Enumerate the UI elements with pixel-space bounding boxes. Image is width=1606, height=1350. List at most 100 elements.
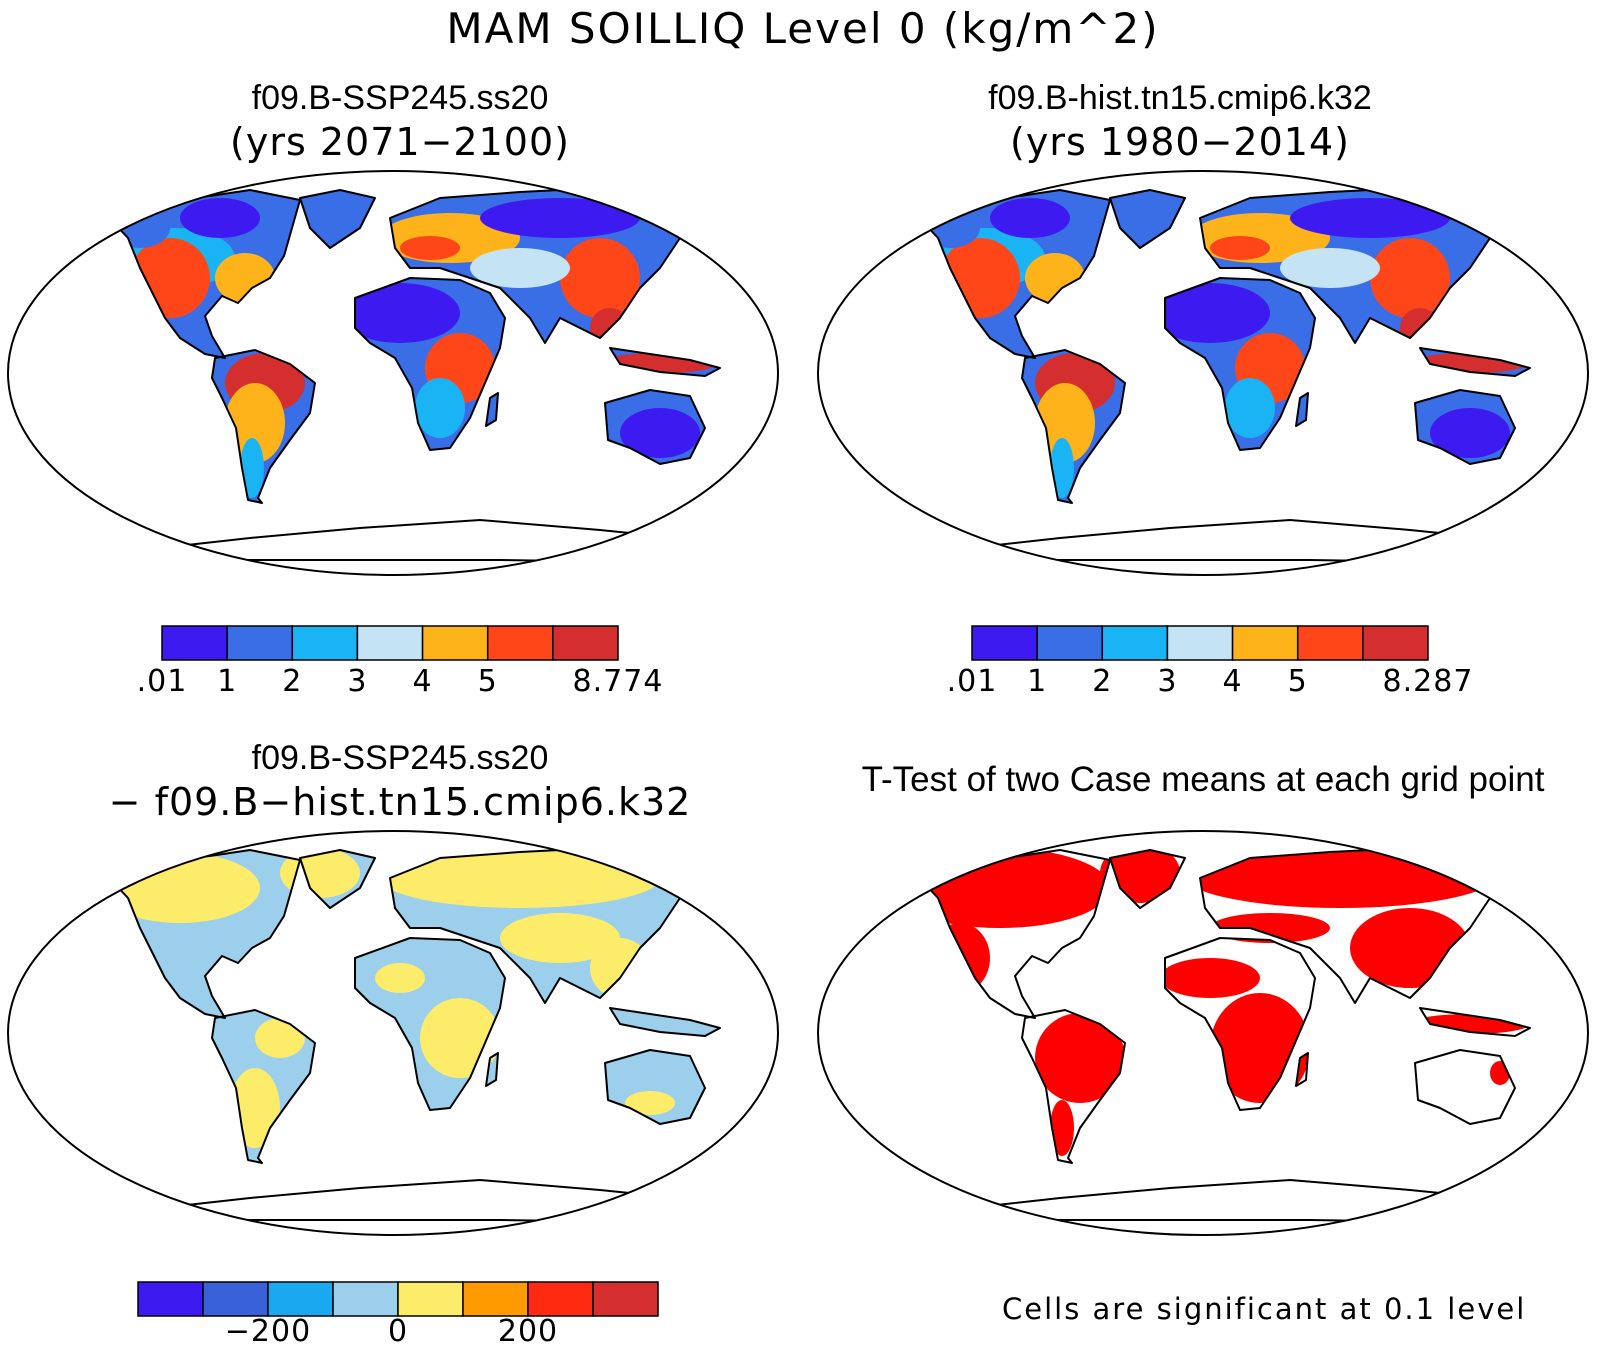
field-region — [240, 438, 264, 498]
colorbar-swatch — [971, 625, 1038, 661]
field-region — [1050, 1100, 1074, 1156]
field-region — [625, 1091, 675, 1115]
colorbar-swatch — [1036, 625, 1104, 661]
colorbar-swatch — [462, 1281, 529, 1317]
colorbar-top-left — [161, 625, 619, 661]
coastline-greenland — [299, 189, 376, 249]
field-region — [1160, 958, 1260, 998]
figure-title: MAM SOILLIQ Level 0 (kg/m^2) — [446, 4, 1160, 53]
colorbar-swatch — [1296, 625, 1364, 661]
colorbar-label: 3 — [347, 664, 368, 699]
colorbar-labels-tl: .01 1 2 3 4 5 8.774 — [137, 664, 663, 704]
field-region — [990, 198, 1070, 238]
colorbar-swatch — [421, 625, 489, 661]
field-region — [470, 248, 570, 288]
field-region — [1430, 408, 1510, 458]
colorbar-label: 1 — [217, 664, 238, 699]
field-region — [340, 283, 460, 343]
colorbar-swatch — [267, 1281, 334, 1317]
colorbar-labels-bl: −200 0 200 — [138, 1314, 658, 1350]
field-region — [1225, 378, 1275, 438]
land-greenland — [300, 190, 375, 248]
colorbar-label: 4 — [1222, 664, 1243, 699]
coastline-south-america — [1021, 349, 1126, 504]
coastline-greenland — [1109, 849, 1186, 909]
field-region — [375, 963, 425, 993]
land-greenland — [1110, 190, 1185, 248]
colorbar-swatch — [137, 1281, 204, 1317]
map-border — [7, 170, 779, 576]
map-border — [7, 830, 779, 1236]
map-border — [817, 830, 1589, 1236]
colorbar-swatch — [291, 625, 359, 661]
coastline-madagascar — [1295, 1052, 1309, 1087]
field-region — [1035, 383, 1095, 463]
colorbar-swatch — [552, 625, 619, 661]
case-title-tr: f09.B-hist.tn15.cmip6.k32 — [988, 79, 1372, 117]
field-region — [380, 848, 660, 908]
field-region — [1035, 1013, 1125, 1103]
coastline-north-america — [909, 849, 1111, 1019]
colorbar-label: 2 — [1092, 664, 1113, 699]
case-title-bl: f09.B-SSP245.ss20 — [251, 739, 549, 777]
field-region — [480, 198, 640, 238]
coastline-greenland — [299, 849, 376, 909]
coastline-africa — [354, 277, 506, 451]
colorbar-swatch — [226, 625, 294, 661]
coastline-australia — [1414, 1049, 1516, 1125]
colorbar-label: 8.287 — [1382, 664, 1474, 699]
coastline-south-america — [211, 349, 316, 504]
land-madagascar — [486, 393, 498, 426]
coastline-africa — [1164, 277, 1316, 451]
colorbar-label: .01 — [946, 664, 998, 699]
coastline-indonesia — [609, 347, 721, 377]
coastline-indonesia — [1419, 1007, 1531, 1037]
coastline-madagascar — [485, 1052, 499, 1087]
map-border — [817, 170, 1589, 576]
ttest-title: T-Test of two Case means at each grid po… — [861, 760, 1545, 799]
coastline-madagascar — [485, 392, 499, 427]
field-region — [400, 236, 460, 260]
coastline-greenland — [1109, 189, 1186, 249]
coastline-south-america — [211, 1009, 316, 1164]
map-top-left — [7, 170, 779, 576]
coastline-australia — [1414, 389, 1516, 465]
field-region — [1150, 283, 1270, 343]
field-region — [1280, 248, 1380, 288]
coastline-south-america — [1021, 1009, 1126, 1164]
field-region — [225, 383, 285, 463]
colorbar-label: 2 — [282, 664, 303, 699]
field-region — [500, 913, 620, 963]
colorbar-swatch — [1362, 625, 1429, 661]
colorbar-label: 200 — [497, 1314, 559, 1349]
coastline-australia — [604, 389, 706, 465]
field-region — [1290, 198, 1450, 238]
coastline-indonesia — [609, 1007, 721, 1037]
colorbar-swatch — [1101, 625, 1169, 661]
colorbar-swatch — [202, 1281, 269, 1317]
colorbar-label: .01 — [136, 664, 188, 699]
field-region — [255, 1018, 305, 1058]
colorbar-labels-tr: .01 1 2 3 4 5 8.287 — [947, 664, 1473, 704]
colorbar-label: 5 — [1287, 664, 1308, 699]
colorbar-label: 5 — [477, 664, 498, 699]
colorbar-top-right — [971, 625, 1429, 661]
years-tl: (yrs 2071−2100) — [230, 120, 570, 164]
colorbar-swatch — [161, 625, 228, 661]
colorbar-swatch — [356, 625, 424, 661]
colorbar-swatch — [592, 1281, 659, 1317]
colorbar-swatch — [332, 1281, 399, 1317]
years-tr: (yrs 1980−2014) — [1010, 120, 1350, 164]
colorbar-label: 0 — [387, 1314, 409, 1349]
coastline-madagascar — [1295, 392, 1309, 427]
field-region — [1210, 236, 1270, 260]
colorbar-label: −200 — [224, 1314, 312, 1349]
colorbar-label: 1 — [1027, 664, 1048, 699]
field-region — [620, 408, 700, 458]
land-madagascar — [1296, 393, 1308, 426]
coastline-indonesia — [1419, 347, 1531, 377]
coastline-north-america — [909, 189, 1111, 359]
colorbar-swatch — [397, 1281, 464, 1317]
coastline-north-america — [99, 849, 301, 1019]
field-region — [180, 198, 260, 238]
